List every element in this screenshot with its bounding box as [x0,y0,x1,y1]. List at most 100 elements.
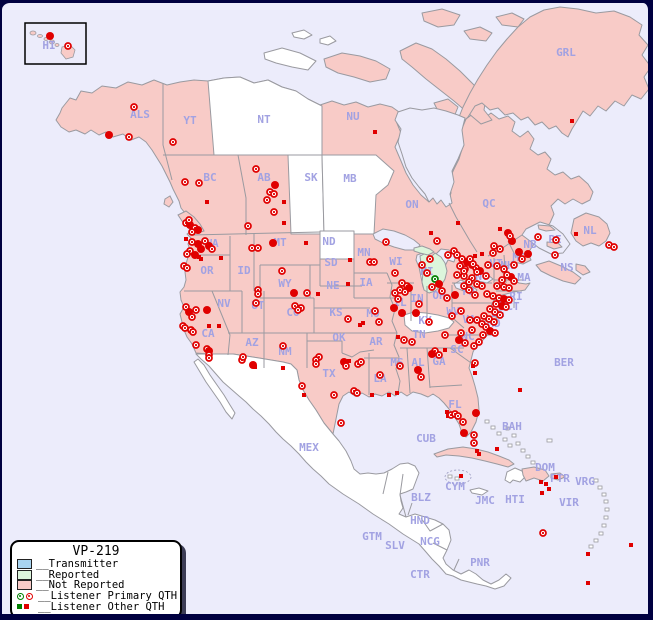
listener-marker-C[interactable] [203,306,211,314]
listener-marker-c[interactable] [473,268,481,276]
listener-marker-C[interactable] [515,248,523,256]
listener-marker-s[interactable] [207,324,211,328]
listener-marker-s[interactable] [282,200,286,204]
listener-marker-C[interactable] [271,181,279,189]
listener-marker-c[interactable] [188,228,196,236]
listener-marker-c[interactable] [489,249,497,257]
listener-marker-c[interactable] [466,316,474,324]
listener-marker-c[interactable] [443,294,451,302]
listener-marker-s[interactable] [429,231,433,235]
listener-marker-c[interactable] [454,412,462,420]
listener-marker-c[interactable] [169,138,177,146]
listener-marker-c[interactable] [239,353,247,361]
listener-marker-c[interactable] [490,242,498,250]
listener-marker-C[interactable] [451,291,459,299]
listener-marker-s[interactable] [480,252,484,256]
listener-marker-c[interactable] [208,245,216,253]
listener-marker-s[interactable] [547,487,551,491]
listener-marker-c[interactable] [201,237,209,245]
listener-marker-s[interactable] [540,491,544,495]
listener-marker-c[interactable] [357,358,365,366]
listener-marker-c[interactable] [252,165,260,173]
listener-marker-c[interactable] [401,288,409,296]
listener-marker-s[interactable] [253,365,257,369]
listener-marker-s[interactable] [473,371,477,375]
listener-marker-s[interactable] [395,391,399,395]
listener-marker-c[interactable] [457,307,465,315]
listener-marker-c[interactable] [303,289,311,297]
listener-marker-s[interactable] [539,480,543,484]
listener-marker-c[interactable] [417,373,425,381]
listener-marker-c[interactable] [473,316,481,324]
listener-marker-s[interactable] [471,364,475,368]
listener-marker-c[interactable] [254,290,262,298]
listener-marker-c[interactable] [433,237,441,245]
listener-marker-c[interactable] [456,262,464,270]
listener-marker-c[interactable] [506,232,514,240]
listener-marker-c[interactable] [457,329,465,337]
listener-marker-c[interactable] [441,331,449,339]
listener-marker-C[interactable] [428,350,436,358]
listener-marker-s[interactable] [445,410,449,414]
listener-marker-c[interactable] [438,287,446,295]
listener-marker-c[interactable] [270,190,278,198]
listener-marker-s[interactable] [475,449,479,453]
listener-marker-c[interactable] [344,315,352,323]
listener-marker-C[interactable] [398,309,406,317]
listener-marker-c[interactable] [478,282,486,290]
listener-marker-c[interactable] [205,354,213,362]
listener-marker-c[interactable] [493,262,501,270]
listener-marker-C[interactable] [472,409,480,417]
listener-marker-c[interactable] [461,339,469,347]
listener-marker-s[interactable] [459,474,463,478]
listener-marker-c[interactable] [460,282,468,290]
listener-marker-c[interactable] [459,418,467,426]
listener-marker-c[interactable] [484,261,492,269]
listener-marker-C[interactable] [105,131,113,139]
listener-marker-c[interactable] [500,265,508,273]
listener-marker-c[interactable] [192,341,200,349]
listener-marker-c[interactable] [298,382,306,390]
listener-marker-c[interactable] [183,250,191,258]
listener-marker-c[interactable] [435,351,443,359]
listener-marker-c[interactable] [496,311,504,319]
listener-marker-s[interactable] [304,241,308,245]
listener-marker-s[interactable] [518,388,522,392]
listener-marker-c[interactable] [470,439,478,447]
listener-marker-s[interactable] [205,200,209,204]
listener-marker-c[interactable] [552,236,560,244]
listener-marker-c[interactable] [189,328,197,336]
listener-marker-c[interactable] [470,342,478,350]
listener-marker-c[interactable] [470,431,478,439]
listener-marker-s[interactable] [346,282,350,286]
listener-marker-c[interactable] [510,277,518,285]
listener-marker-s[interactable] [282,221,286,225]
listener-marker-s[interactable] [281,366,285,370]
listener-marker-s[interactable] [199,257,203,261]
listener-marker-c[interactable] [505,284,513,292]
listener-marker-c[interactable] [460,267,468,275]
listener-marker-c[interactable] [510,261,518,269]
listener-marker-c[interactable] [482,272,490,280]
listener-marker-c[interactable] [425,318,433,326]
listener-marker-c[interactable] [183,264,191,272]
listener-marker-c[interactable] [244,222,252,230]
listener-marker-s[interactable] [348,258,352,262]
listener-marker-g[interactable] [431,275,439,283]
listener-marker-c[interactable] [493,282,501,290]
listener-marker-c[interactable] [353,389,361,397]
listener-marker-c[interactable] [453,271,461,279]
listener-marker-c[interactable] [376,371,384,379]
listener-marker-s[interactable] [586,581,590,585]
listener-marker-s[interactable] [361,321,365,325]
listener-marker-c[interactable] [539,529,547,537]
listener-marker-c[interactable] [400,336,408,344]
listener-marker-C[interactable] [269,239,277,247]
listener-marker-c[interactable] [279,342,287,350]
listener-marker-C[interactable] [194,226,202,234]
listener-marker-c[interactable] [468,326,476,334]
listener-marker-s[interactable] [217,324,221,328]
listener-marker-c[interactable] [469,260,477,268]
listener-marker-c[interactable] [254,244,262,252]
listener-marker-c[interactable] [270,208,278,216]
